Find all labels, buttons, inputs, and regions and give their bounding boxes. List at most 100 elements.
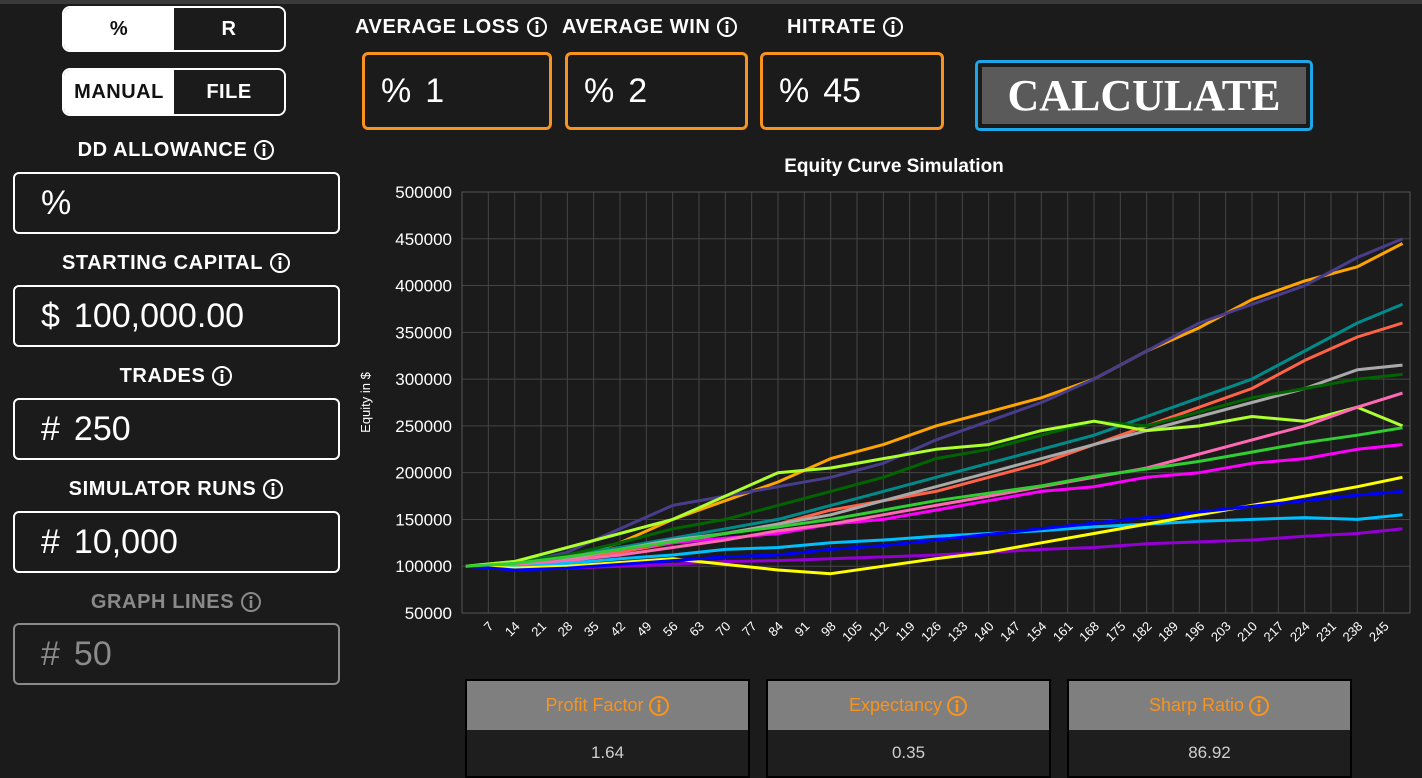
equity-line <box>465 475 1403 576</box>
x-tick-label: 147 <box>997 619 1023 645</box>
info-icon[interactable] <box>253 139 275 161</box>
stat-label: Expectancy <box>848 695 943 715</box>
x-tick-label: 63 <box>686 619 707 640</box>
top-bar <box>0 0 1422 4</box>
label-text: STARTING CAPITAL <box>61 251 264 274</box>
input-prefix: % <box>381 71 412 110</box>
info-icon[interactable] <box>262 478 284 500</box>
y-tick-label: 300000 <box>395 370 452 389</box>
field-label: AVERAGE LOSS <box>355 14 548 40</box>
x-tick-label: 231 <box>1313 619 1339 645</box>
x-tick-label: 49 <box>634 619 655 640</box>
equity-line <box>465 391 1403 568</box>
y-tick-label: 500000 <box>395 183 452 202</box>
label-text: HITRATE <box>787 15 877 38</box>
x-tick-label: 119 <box>893 619 918 644</box>
x-tick-label: 245 <box>1366 619 1392 645</box>
x-tick-label: 154 <box>1024 619 1050 645</box>
input-field[interactable]: % <box>13 172 340 234</box>
label-text: SIMULATOR RUNS <box>68 477 257 500</box>
field-label: AVERAGE WIN <box>562 14 738 40</box>
y-tick-label: 350000 <box>395 323 452 342</box>
chart-title: Equity Curve Simulation <box>784 156 1004 177</box>
field-label: DD ALLOWANCE <box>13 137 340 163</box>
stat-card: Sharp Ratio 86.92 <box>1067 679 1352 778</box>
input-prefix: % <box>584 71 615 110</box>
input-field[interactable]: $100,000.00 <box>13 285 340 347</box>
calculate-button[interactable]: CALCULATE <box>975 60 1313 131</box>
x-tick-label: 203 <box>1208 619 1234 645</box>
info-icon[interactable] <box>240 591 262 613</box>
y-tick-label: 200000 <box>395 464 452 483</box>
info-icon[interactable] <box>1248 695 1270 717</box>
x-tick-label: 105 <box>839 619 865 645</box>
x-tick-label: 126 <box>918 619 944 645</box>
input-prefix: # <box>41 409 60 448</box>
field-label: SIMULATOR RUNS <box>13 476 340 502</box>
info-icon[interactable] <box>882 16 904 38</box>
label-text: AVERAGE LOSS <box>355 15 520 38</box>
input-value: 45 <box>823 71 862 110</box>
toggle-option[interactable]: R <box>174 8 284 50</box>
x-tick-label: 84 <box>765 619 786 640</box>
x-tick-label: 77 <box>739 619 760 640</box>
unit-toggle[interactable]: % R <box>62 6 286 52</box>
input-prefix: # <box>41 522 60 561</box>
toggle-option[interactable]: MANUAL <box>64 70 174 114</box>
input-field[interactable]: % 45 <box>760 52 944 130</box>
input-value: 2 <box>628 71 648 110</box>
stat-label: Profit Factor <box>545 695 644 715</box>
info-icon[interactable] <box>211 365 233 387</box>
label-text: GRAPH LINES <box>90 590 235 613</box>
x-tick-label: 189 <box>1155 619 1181 645</box>
input-prefix: % <box>779 71 810 110</box>
x-tick-label: 7 <box>481 619 497 635</box>
x-tick-label: 217 <box>1261 619 1287 645</box>
equity-line <box>465 513 1403 569</box>
info-icon[interactable] <box>716 16 738 38</box>
equity-line <box>465 527 1403 571</box>
x-tick-label: 140 <box>971 619 997 645</box>
equity-line <box>465 372 1403 568</box>
input-field[interactable]: % 1 <box>362 52 552 130</box>
stat-value: 0.35 <box>768 730 1049 776</box>
x-tick-label: 35 <box>581 619 602 640</box>
field-label: GRAPH LINES <box>13 589 340 615</box>
toggle-option[interactable]: FILE <box>174 70 284 114</box>
mode-toggle[interactable]: MANUAL FILE <box>62 68 286 116</box>
toggle-option[interactable]: % <box>64 8 174 50</box>
input-prefix: % <box>41 183 72 222</box>
info-icon[interactable] <box>648 695 670 717</box>
info-icon[interactable] <box>946 695 968 717</box>
x-tick-label: 14 <box>502 619 523 640</box>
equity-line <box>465 237 1404 568</box>
x-tick-label: 182 <box>1129 619 1155 645</box>
input-field[interactable]: #10,000 <box>13 511 340 573</box>
equity-line <box>465 363 1403 568</box>
label-text: TRADES <box>119 364 206 387</box>
stat-label: Sharp Ratio <box>1148 695 1245 715</box>
x-tick-label: 161 <box>1050 619 1076 645</box>
equity-line <box>465 242 1404 568</box>
equity-line <box>465 321 1403 570</box>
label-text: DD ALLOWANCE <box>77 138 248 161</box>
input-value: 50 <box>73 634 112 673</box>
input-field[interactable]: % 2 <box>565 52 748 130</box>
info-icon[interactable] <box>269 252 291 274</box>
stat-value: 1.64 <box>467 730 748 776</box>
input-value: 100,000.00 <box>73 296 245 335</box>
field-label: HITRATE <box>787 14 904 40</box>
y-axis-label: Equity in $ <box>358 371 373 432</box>
field-label: STARTING CAPITAL <box>13 250 340 276</box>
equity-line <box>465 489 1403 572</box>
x-tick-label: 238 <box>1340 619 1366 645</box>
info-icon[interactable] <box>526 16 548 38</box>
x-tick-label: 112 <box>866 619 891 644</box>
input-field[interactable]: #250 <box>13 398 340 460</box>
x-tick-label: 28 <box>555 619 576 640</box>
x-tick-label: 168 <box>1076 619 1102 645</box>
input-value: 250 <box>73 409 131 448</box>
input-value: 10,000 <box>73 522 178 561</box>
equity-line <box>465 443 1403 568</box>
